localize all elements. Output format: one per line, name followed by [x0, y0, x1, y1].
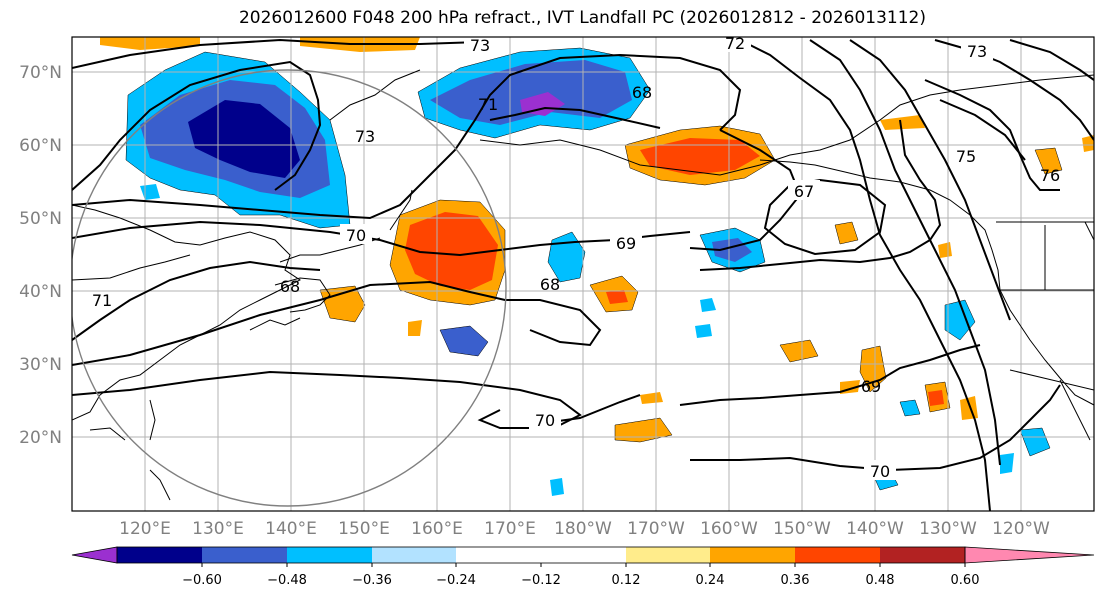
colorbar-tick-label: 0.48: [866, 573, 895, 588]
lat-label: 70°N: [19, 63, 62, 83]
longitude-labels: 120°E 130°E 140°E 150°E 160°E 170°E 180°…: [119, 519, 1050, 539]
lat-label: 20°N: [19, 428, 62, 448]
colorbar-segment: [710, 547, 795, 563]
colorbar-segment: [964, 546, 1095, 564]
colorbar-tick-label: −0.60: [182, 573, 222, 588]
positive-anomaly-regions: [100, 37, 1094, 443]
contour-label: 67: [794, 182, 814, 201]
lon-label: 170°W: [627, 519, 685, 539]
lon-label: 180°W: [554, 519, 612, 539]
colorbar-segment: [202, 547, 287, 563]
lat-label: 60°N: [19, 136, 62, 156]
contour-label-group: 73 72 73 71 68 73 67 76 75 70 69 68 68 7…: [92, 32, 1060, 481]
figure-title: 2026012600 F048 200 hPa refract., IVT La…: [238, 8, 926, 28]
lon-label: 120°E: [119, 519, 171, 539]
contour-label: 69: [861, 377, 881, 396]
lat-label: 40°N: [19, 282, 62, 302]
colorbar-segment: [117, 547, 202, 563]
lon-label: 150°W: [773, 519, 831, 539]
colorbar-tick-label: −0.12: [521, 573, 561, 588]
colorbar-segment: [626, 547, 710, 563]
colorbar-segment: [372, 547, 456, 563]
contour-label: 76: [1040, 166, 1060, 185]
contour-label: 68: [540, 275, 560, 294]
colorbar: −0.60 −0.48 −0.36 −0.24 −0.12 0.12 0.24 …: [71, 546, 1095, 588]
colorbar-tick-label: 0.12: [612, 573, 641, 588]
gridlines: [72, 37, 1094, 511]
lon-label: 160°E: [411, 519, 463, 539]
coastlines: [72, 69, 1094, 501]
contour-label: 69: [616, 234, 636, 253]
lon-label: 160°W: [700, 519, 758, 539]
colorbar-tick-label: −0.36: [352, 573, 392, 588]
contour-label: 73: [470, 36, 490, 55]
colorbar-tick-label: 0.60: [951, 573, 980, 588]
contour-label: 72: [725, 34, 745, 53]
contour-label: 70: [346, 226, 366, 245]
colorbar-segment: [287, 547, 372, 563]
negative-anomaly-regions: [125, 47, 1051, 496]
contour-label: 68: [280, 277, 300, 296]
lon-label: 130°E: [192, 519, 244, 539]
lon-label: 170°E: [484, 519, 536, 539]
contour-label: 73: [967, 42, 987, 61]
contour-label: 70: [535, 411, 555, 430]
colorbar-segment: [880, 547, 965, 563]
latitude-labels: 70°N 60°N 50°N 40°N 30°N 20°N: [19, 63, 62, 448]
lon-label: 140°E: [265, 519, 317, 539]
colorbar-tick-label: −0.24: [436, 573, 476, 588]
contour-label: 68: [632, 83, 652, 102]
contour-label: 73: [355, 127, 375, 146]
colorbar-segment: [456, 547, 626, 563]
lon-label: 140°W: [846, 519, 904, 539]
map-frame: [71, 36, 1095, 512]
lon-label: 120°W: [992, 519, 1050, 539]
colorbar-tick-label: −0.48: [267, 573, 307, 588]
lat-label: 30°N: [19, 355, 62, 375]
colorbar-tick-label: 0.36: [781, 573, 810, 588]
contour-label: 71: [92, 291, 112, 310]
map-area: [72, 37, 1094, 511]
contour-label: 70: [870, 462, 890, 481]
landfall-range-circle: [72, 69, 507, 507]
colorbar-tick-label: 0.24: [696, 573, 725, 588]
colorbar-segment: [795, 547, 880, 563]
lon-label: 150°E: [338, 519, 390, 539]
lon-label: 130°W: [919, 519, 977, 539]
contour-label: 75: [956, 147, 976, 166]
colorbar-segment: [71, 546, 118, 564]
contour-label: 71: [478, 95, 498, 114]
lat-label: 50°N: [19, 209, 62, 229]
